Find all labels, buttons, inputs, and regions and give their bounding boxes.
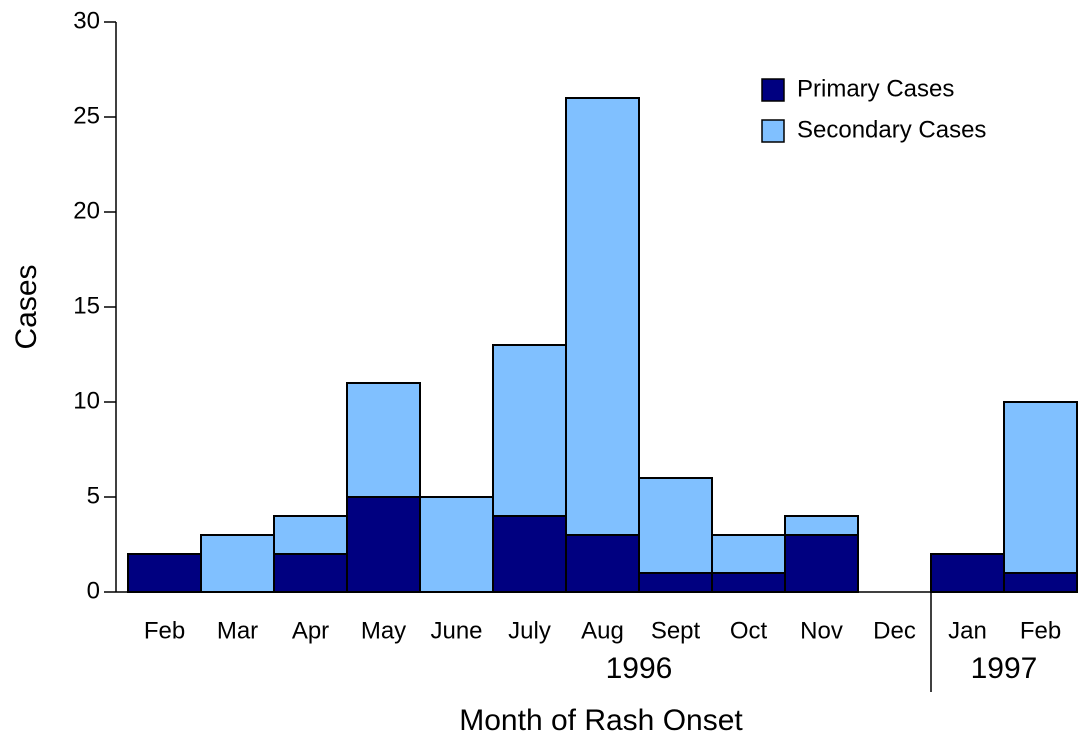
x-tick-label: Feb [1020,617,1061,644]
bar-segment [346,382,421,498]
bar-segment [638,572,713,593]
bar-segment [492,344,567,517]
legend-swatch [761,119,785,143]
bar-segment [273,553,348,593]
x-tick-label: Dec [873,617,916,644]
x-tick-label: Mar [217,617,258,644]
y-tick-label: 30 [73,7,100,34]
bar-segment [127,553,202,593]
bar-segment [711,572,786,593]
year-label: 1997 [971,652,1038,685]
bar-segment [1003,401,1078,574]
y-tick-label: 10 [73,387,100,414]
x-tick-label: June [430,617,482,644]
y-tick-label: 0 [87,577,100,604]
bar-segment [200,534,275,593]
x-tick-label: Apr [292,617,329,644]
bar-segment [492,515,567,593]
x-tick-label: Feb [144,617,185,644]
legend-label: Secondary Cases [797,116,986,143]
bar-segment [1003,572,1078,593]
legend-label: Primary Cases [797,75,954,102]
x-axis-title: Month of Rash Onset [459,704,743,737]
bar-segment [930,553,1005,593]
bar-segment [565,97,640,536]
y-tick-label: 5 [87,482,100,509]
x-tick-label: Sept [651,617,701,644]
bar-segment [784,515,859,536]
bar-segment [638,477,713,574]
bar-segment [419,496,494,593]
x-tick-label: Jan [948,617,987,644]
x-tick-label: Aug [581,617,624,644]
y-axis-title: Cases [10,264,43,349]
y-tick-label: 15 [73,292,100,319]
bar-segment [565,534,640,593]
bar-segment [711,534,786,574]
legend-swatch [761,78,785,102]
year-label: 1996 [606,652,673,685]
x-tick-label: May [361,617,406,644]
y-tick-label: 25 [73,102,100,129]
x-tick-label: Nov [800,617,843,644]
y-tick-label: 20 [73,197,100,224]
bar-segment [273,515,348,555]
bar-segment [784,534,859,593]
x-tick-label: Oct [730,617,768,644]
x-tick-label: July [508,617,551,644]
bar-segment [346,496,421,593]
